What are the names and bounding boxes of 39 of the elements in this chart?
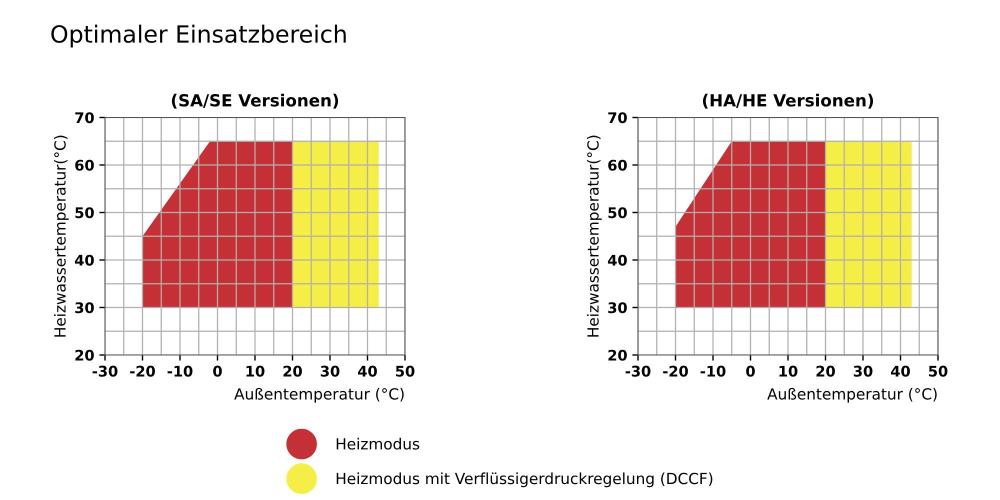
x-tick-label: 20 [284, 366, 302, 377]
x-tick-label: 50 [928, 366, 948, 377]
x-tick-label: 30 [320, 366, 340, 377]
x-tick-label: -20 [663, 366, 688, 377]
x-tick-label: 10 [246, 366, 264, 377]
y-tick-label: 40 [74, 254, 94, 266]
y-tick-label: 60 [75, 160, 94, 171]
x-tick-label: -30 [626, 366, 650, 377]
x-tick-label: -30 [92, 366, 118, 377]
x-tick-label: -20 [130, 366, 155, 377]
y-tick-label: 60 [608, 160, 627, 171]
x-tick-label: -10 [700, 366, 726, 377]
y-tick-label: 50 [608, 207, 627, 218]
y-tick-label: 70 [608, 112, 627, 124]
y-tick-label: 40 [608, 254, 627, 266]
x-axis-title: Außentemperatur (°C) [767, 388, 937, 403]
legend-label: Heizmodus mit Verflüssigerdruckregelung (DCCF) [336, 472, 712, 488]
chart-subtitle: (SA/SE Versionen) [172, 94, 338, 109]
y-tick-label: 50 [75, 207, 94, 218]
x-tick-label: 40 [358, 366, 377, 377]
x-tick-label: 30 [854, 366, 872, 377]
legend-label: Heizmodus [336, 438, 420, 450]
y-tick-label: 30 [75, 302, 94, 314]
x-tick-label: 20 [816, 366, 835, 377]
chart-title: Optimaler Einsatzbereich [51, 24, 346, 48]
x-tick-label: -10 [168, 366, 192, 377]
y-axis-title: Heizwassertemperatur(°C) [586, 136, 602, 337]
chart-subtitle: (HA/HE Versionen) [702, 94, 874, 109]
x-axis-title: Außentemperatur (°C) [234, 388, 404, 403]
x-tick-label: 0 [746, 366, 755, 377]
x-tick-label: 50 [396, 366, 414, 377]
y-tick-label: 20 [608, 350, 627, 361]
y-axis-title: Heizwassertemperatur(°C) [54, 136, 69, 337]
x-tick-label: 10 [780, 366, 798, 377]
y-tick-label: 70 [75, 112, 94, 124]
x-tick-label: 0 [213, 366, 222, 377]
x-tick-label: 40 [891, 366, 910, 377]
y-tick-label: 20 [75, 350, 94, 361]
y-tick-label: 30 [608, 302, 627, 314]
